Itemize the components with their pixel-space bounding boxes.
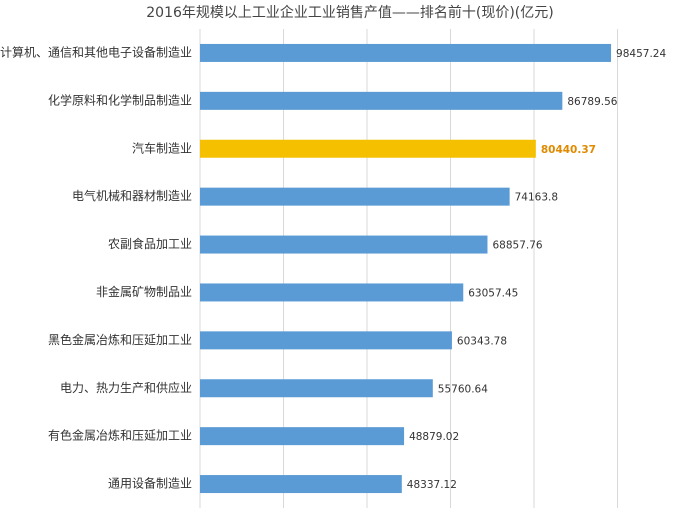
- bar: [200, 91, 563, 110]
- value-label: 68857.76: [492, 240, 542, 252]
- bar: [200, 379, 433, 398]
- y-tick-label: 电力、热力生产和供应业: [60, 380, 192, 395]
- y-tick-label: 化学原料和化学制品制造业: [48, 92, 192, 107]
- y-tick-label: 通用设备制造业: [108, 477, 192, 491]
- value-label: 86789.56: [567, 96, 617, 108]
- value-label: 98457.24: [616, 48, 666, 60]
- value-label: 48879.02: [409, 431, 459, 443]
- value-label: 80440.37: [541, 144, 596, 156]
- bar: [200, 235, 488, 254]
- y-tick-label: 计算机、通信和其他电子设备制造业: [0, 44, 192, 59]
- value-label: 48337.12: [407, 479, 457, 491]
- bar: [200, 331, 452, 350]
- chart-title: 2016年规模以上工业企业工业销售产值——排名前十(现价)(亿元): [146, 4, 553, 21]
- value-label: 55760.64: [438, 383, 488, 395]
- bar: [200, 283, 464, 302]
- value-label: 60343.78: [457, 335, 507, 347]
- y-tick-label: 电气机械和器材制造业: [72, 188, 192, 203]
- bar: [200, 43, 612, 62]
- y-tick-label: 黑色金属冶炼和压延加工业: [48, 332, 192, 347]
- value-label: 63057.45: [468, 287, 518, 299]
- bar: [200, 139, 536, 158]
- y-tick-label: 汽车制造业: [132, 140, 192, 155]
- y-tick-label: 非金属矿物制品业: [96, 284, 192, 299]
- y-tick-label: 有色金属冶炼和压延加工业: [48, 428, 192, 443]
- y-tick-label: 农副食品加工业: [108, 236, 192, 251]
- bar: [200, 475, 402, 494]
- bar: [200, 427, 405, 446]
- bar: [200, 187, 510, 206]
- value-label: 74163.8: [515, 192, 558, 204]
